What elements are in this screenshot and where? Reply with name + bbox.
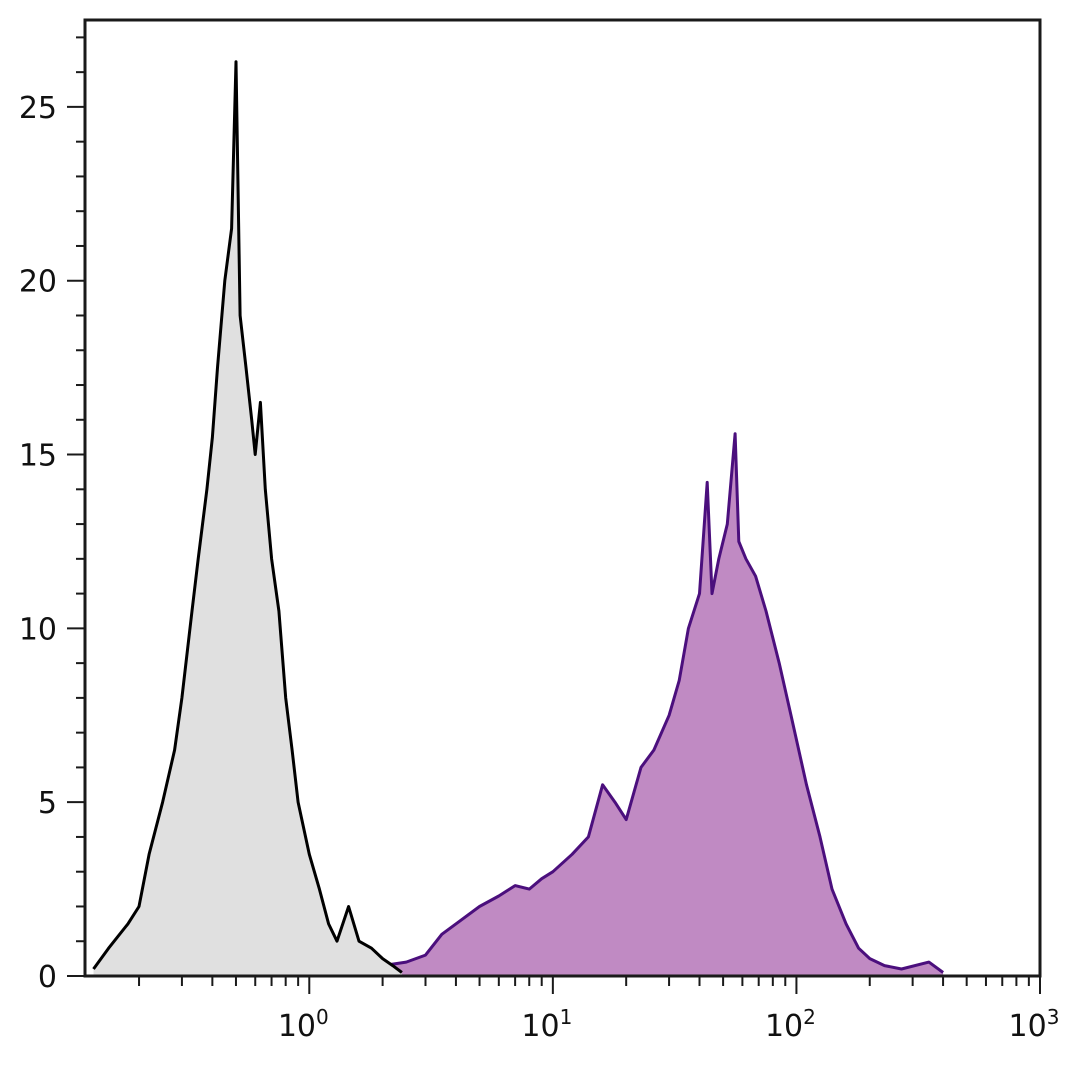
x-tick-exponent: 3 bbox=[1047, 1005, 1060, 1029]
x-tick-label: 103 bbox=[1009, 1005, 1060, 1044]
plot-frame bbox=[83, 18, 1042, 978]
series-layer bbox=[92, 60, 944, 976]
x-tick-label: 102 bbox=[765, 1005, 816, 1044]
x-tick-label: 101 bbox=[521, 1005, 572, 1044]
y-tick-label: 15 bbox=[19, 439, 57, 474]
stained-area bbox=[108, 433, 944, 976]
y-tick-label: 0 bbox=[38, 960, 57, 995]
y-tick-label: 20 bbox=[19, 265, 57, 300]
x-tick-exponent: 2 bbox=[803, 1005, 816, 1029]
y-tick-label: 25 bbox=[19, 91, 57, 126]
y-tick-label: 5 bbox=[38, 786, 57, 821]
y-tick-label: 10 bbox=[19, 612, 57, 647]
x-tick-exponent: 1 bbox=[560, 1005, 573, 1029]
control-line bbox=[92, 60, 403, 974]
x-tick-exponent: 0 bbox=[316, 1005, 329, 1029]
x-tick-label: 100 bbox=[278, 1005, 329, 1044]
control-area bbox=[93, 61, 402, 976]
